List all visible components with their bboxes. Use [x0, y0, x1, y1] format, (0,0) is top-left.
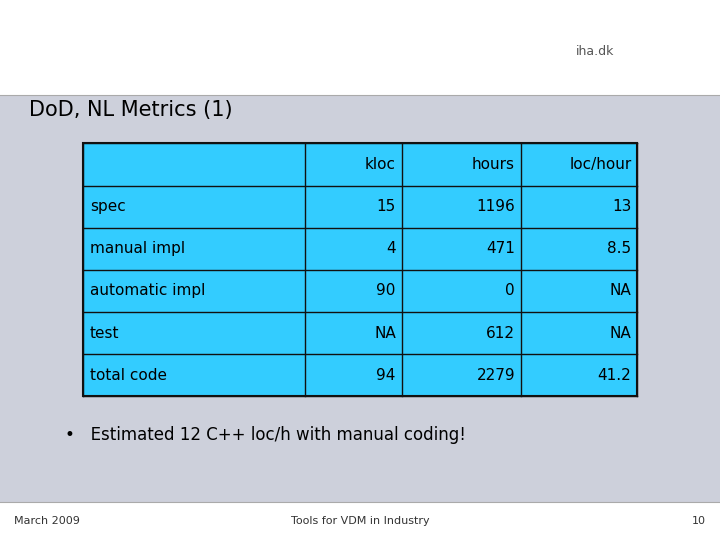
Text: NA: NA — [610, 326, 631, 341]
Text: test: test — [90, 326, 120, 341]
Text: •   Estimated 12 C++ loc/h with manual coding!: • Estimated 12 C++ loc/h with manual cod… — [65, 426, 466, 444]
Text: total code: total code — [90, 368, 167, 383]
Text: 1196: 1196 — [476, 199, 515, 214]
Bar — [0, 502, 720, 540]
Text: Tools for VDM in Industry: Tools for VDM in Industry — [291, 516, 429, 526]
Text: manual impl: manual impl — [90, 241, 185, 256]
Text: 15: 15 — [377, 199, 396, 214]
Text: 4: 4 — [386, 241, 396, 256]
Text: loc/hour: loc/hour — [570, 157, 631, 172]
Text: hours: hours — [472, 157, 515, 172]
Bar — [0, 0, 720, 94]
Text: 41.2: 41.2 — [598, 368, 631, 383]
Text: spec: spec — [90, 199, 125, 214]
Text: DoD, NL Metrics (1): DoD, NL Metrics (1) — [29, 100, 233, 120]
Text: March 2009: March 2009 — [14, 516, 80, 526]
Text: 94: 94 — [377, 368, 396, 383]
Bar — [83, 144, 637, 396]
Text: NA: NA — [374, 326, 396, 341]
Text: 0: 0 — [505, 284, 515, 299]
Text: kloc: kloc — [365, 157, 396, 172]
Text: 2279: 2279 — [477, 368, 515, 383]
Bar — [0, 94, 720, 502]
Text: 612: 612 — [486, 326, 515, 341]
Text: 13: 13 — [612, 199, 631, 214]
Text: 8.5: 8.5 — [607, 241, 631, 256]
Text: NA: NA — [610, 284, 631, 299]
Text: iha.dk: iha.dk — [576, 45, 614, 58]
Text: 10: 10 — [692, 516, 706, 526]
Text: 90: 90 — [377, 284, 396, 299]
Text: 471: 471 — [486, 241, 515, 256]
Text: automatic impl: automatic impl — [90, 284, 205, 299]
